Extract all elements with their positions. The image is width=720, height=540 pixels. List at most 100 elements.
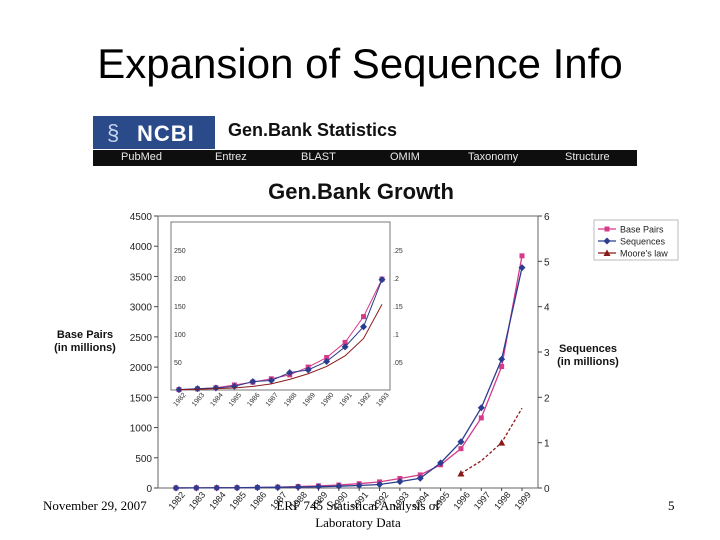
inset-data-point [324,355,330,361]
left-tick-label: 3000 [130,303,153,314]
ncbi-logo[interactable]: § NCBI [93,116,215,149]
data-point [294,483,302,491]
inset-x-tick-label: 1990 [320,392,335,409]
inset-data-point [360,323,368,331]
left-tick-label: 4500 [130,212,153,223]
inset-x-tick-label: 1986 [246,392,261,409]
data-point [499,364,505,370]
left-tick-label: 4000 [130,242,153,253]
chart-title: Gen.Bank Growth [268,179,454,204]
inset-x-tick-label: 1983 [191,392,206,409]
data-point [477,404,485,412]
inset-left-tick-label: 100 [174,332,186,339]
slide-title: Expansion of Sequence Info [97,40,623,87]
legend-label: Moore's law [620,249,668,259]
footer-date: November 29, 2007 [43,498,147,513]
inset-x-tick-label: 1982 [172,392,187,409]
data-point [253,484,261,492]
nav-blast[interactable]: BLAST [301,151,336,163]
inset-data-point [361,314,367,320]
inset-data-point [212,384,220,392]
data-point [213,484,221,492]
right-tick-label: 0 [544,484,550,495]
y2-axis-title-line2: (in millions) [557,356,619,368]
nav-pubmed[interactable]: PubMed [121,151,162,163]
legend-swatch-marker [603,237,611,245]
data-point [274,483,282,491]
data-point [457,438,465,446]
data-point [498,439,506,446]
dna-helix-icon: § [107,120,120,145]
data-point [416,474,424,482]
inset-data-point [323,357,331,365]
left-tick-label: 3500 [130,272,153,283]
data-point [458,446,464,452]
inset-right-tick-label: .05 [393,360,403,367]
inset-plot: 50 100 150 200 250 .05 .1 .15 .2 .25 1982 1983 1984 1… [170,221,403,409]
inset-x-tick-label: 1991 [339,392,354,409]
inset-x-tick-label: 1988 [283,392,298,409]
inset-left-tick-label: 50 [174,360,182,367]
x-tick-label: 1982 [166,490,187,512]
left-tick-label: 1500 [130,393,153,404]
right-tick-label: 6 [544,212,550,223]
x-tick-label: 1986 [248,490,269,512]
data-point [233,484,241,492]
x-tick-label: 1998 [492,490,513,512]
nav-omim[interactable]: OMIM [390,151,420,163]
footer-page-number: 5 [668,498,675,513]
nav-entrez[interactable]: Entrez [215,151,247,163]
inset-right-tick-label: .15 [393,304,403,311]
y2-axis-title-line1: Sequences [559,343,617,355]
inset-data-point [342,339,348,345]
x-tick-label: 1985 [228,490,249,512]
footer-course: ERF 745 Statistical Analysis of Laborato… [276,498,440,530]
legend-label: Sequences [620,237,666,247]
data-point [376,480,384,488]
inset-x-tick-label: 1985 [228,392,243,409]
inset-x-tick-label: 1984 [209,392,224,409]
inset-left-tick-label: 250 [174,248,186,255]
data-point [335,482,343,490]
nav-taxonomy[interactable]: Taxonomy [468,151,519,163]
nav-structure[interactable]: Structure [565,151,610,163]
inset-left-tick-label: 200 [174,276,186,283]
inset-data-point [267,376,275,384]
left-tick-label: 2500 [130,333,153,344]
data-point [396,478,404,486]
inset-data-point [193,385,201,393]
ncbi-nav-bar: PubMed Entrez BLAST OMIM Taxonomy Struct… [93,150,637,166]
inset-x-tick-label: 1987 [265,392,280,409]
inset-x-tick-label: 1992 [357,392,372,409]
inset-data-point [341,343,349,351]
inset-x-tick-label: 1989 [302,392,317,409]
inset-data-point [378,276,386,284]
left-tick-label: 500 [135,454,152,465]
right-tick-label: 2 [544,393,550,404]
left-tick-label: 0 [146,484,152,495]
inset-right-tick-label: .25 [393,248,403,255]
inset-frame [170,221,391,391]
data-point [457,469,465,477]
genbank-statistics-title: Gen.Bank Statistics [228,120,398,140]
inset-right-tick-label: .1 [393,332,399,339]
inset-data-point [304,366,312,374]
chart-legend: Base Pairs Sequences Moore's law [593,219,679,261]
data-point [172,484,180,492]
series-line [460,407,523,475]
right-tick-label: 3 [544,348,550,359]
inset-right-tick-label: .2 [393,276,399,283]
ncbi-header: § NCBI Gen.Bank Statistics [93,114,637,150]
data-point [498,355,506,363]
ncbi-logo-text: NCBI [137,121,195,146]
left-tick-label: 1000 [130,424,153,435]
x-tick-label: 1983 [187,490,208,512]
right-tick-label: 4 [544,303,550,314]
x-tick-label: 1997 [472,490,493,512]
inset-data-point [286,369,294,377]
main-plot: 0 500 1000 1500 2000 2500 3000 3500 4000 4500 0 1 2 3… [54,212,619,512]
data-point [192,484,200,492]
data-point [519,253,525,259]
data-point [518,264,526,272]
